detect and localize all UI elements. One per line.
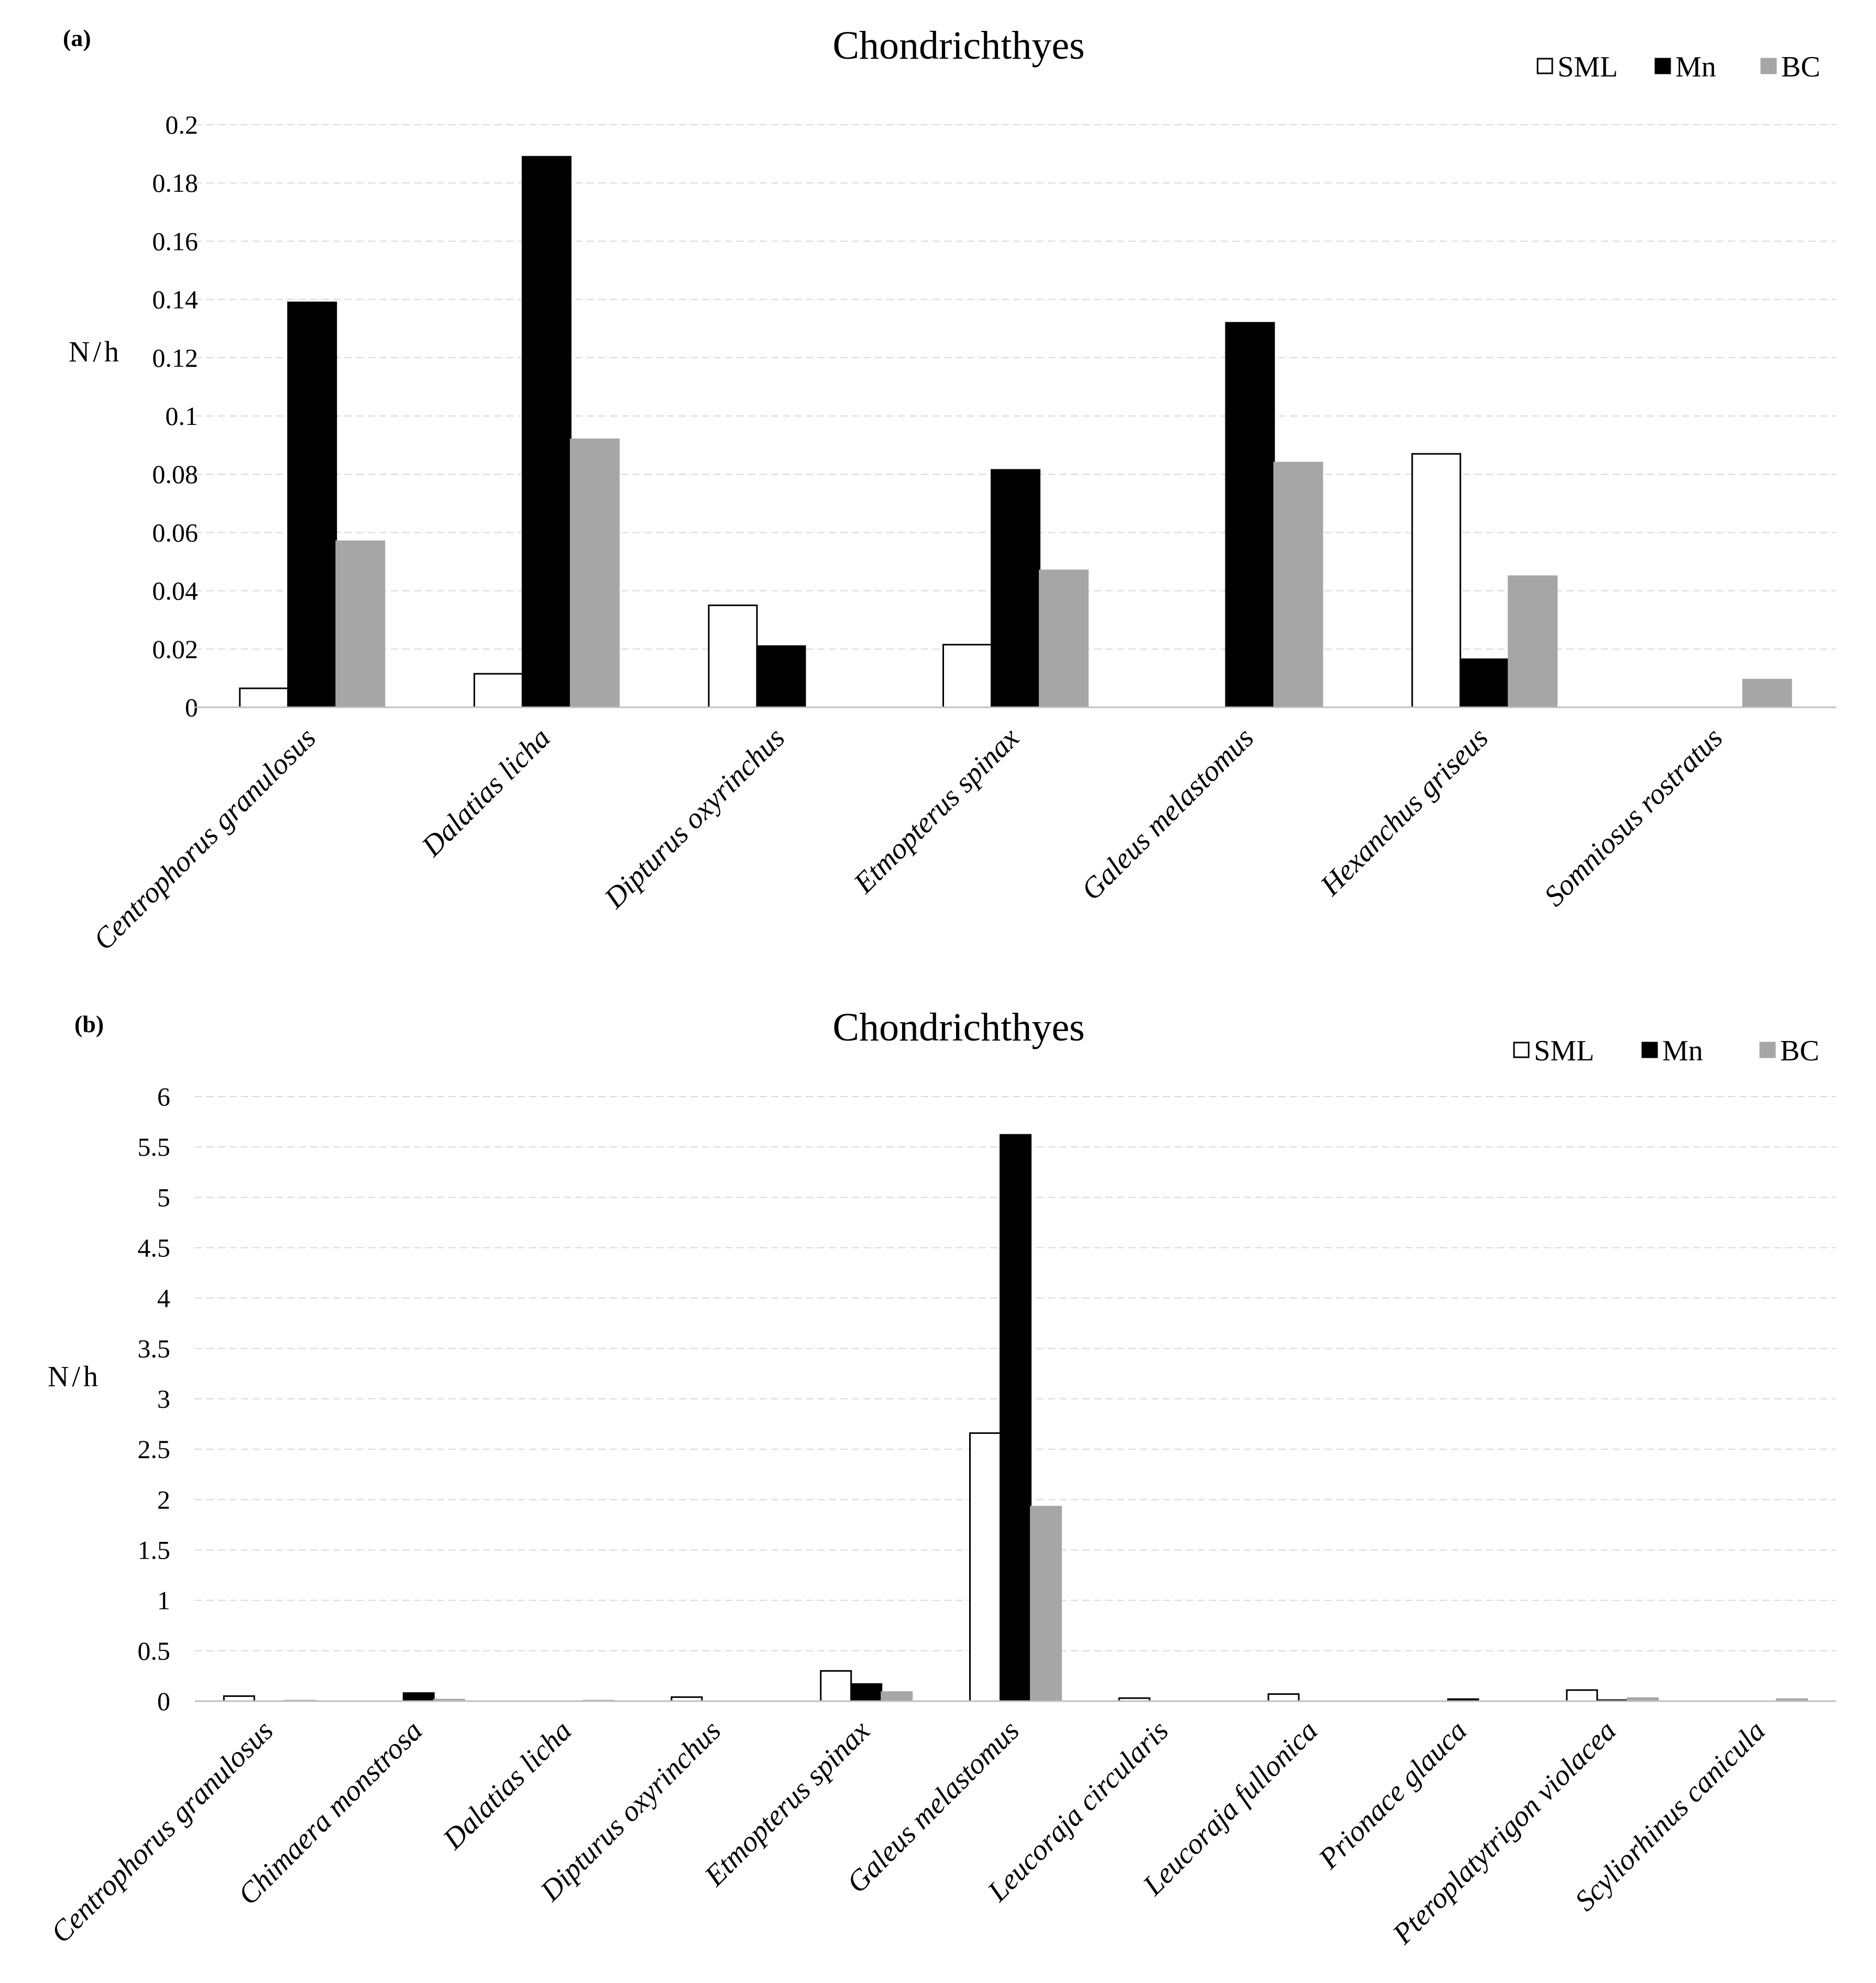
bar-sml bbox=[473, 673, 523, 708]
chart-title: Chondrichthyes bbox=[832, 24, 1084, 68]
category-label: Etmopterus spinax bbox=[698, 1714, 876, 1893]
category-label: Dalatias licha bbox=[415, 721, 557, 863]
y-tick-label: 0 bbox=[157, 1686, 170, 1716]
category-label: Prionace glauca bbox=[1312, 1714, 1473, 1875]
bar-mn bbox=[521, 156, 572, 708]
bar-bc bbox=[1273, 462, 1323, 708]
category-labels: Centrophorus granulosus Dalatias licha Dip… bbox=[87, 721, 1729, 956]
y-tick-label: 0.2 bbox=[166, 110, 199, 139]
legend-label: Mn bbox=[1662, 1035, 1703, 1067]
y-tick-label: 0.06 bbox=[152, 518, 199, 547]
bar-bc bbox=[569, 438, 620, 708]
y-tick-label: 6 bbox=[157, 1082, 170, 1111]
y-tick-label: 3 bbox=[157, 1384, 170, 1414]
legend-swatch bbox=[1513, 1042, 1530, 1058]
legend-swatch bbox=[1641, 1042, 1658, 1058]
bar-mn bbox=[402, 1692, 435, 1702]
legend-swatch bbox=[1537, 58, 1553, 74]
bar-bc bbox=[1039, 569, 1089, 708]
y-tick-label: 1 bbox=[157, 1586, 170, 1615]
bar-bc bbox=[1508, 575, 1558, 708]
legend-label: SML bbox=[1557, 51, 1618, 83]
chart-panel-a: (a) Chondrichthyes N/h 00.020.040.060.08… bbox=[63, 24, 1836, 957]
category-label: Dalatias licha bbox=[436, 1714, 578, 1856]
bar-bc bbox=[881, 1691, 913, 1702]
category-label: Galeus melastomus bbox=[1075, 721, 1260, 906]
y-axis-ticks: 00.020.040.060.080.10.120.140.160.180.2 bbox=[152, 110, 199, 722]
legend-label: Mn bbox=[1675, 51, 1716, 83]
y-axis-ticks: 0 0.5 1 1.5 2 2.5 3 3.5 4 4.5 5 5.5 6 bbox=[138, 1082, 171, 1716]
y-tick-label: 4.5 bbox=[138, 1233, 171, 1263]
legend-label: BC bbox=[1781, 51, 1820, 83]
bar-sml bbox=[1566, 1689, 1598, 1702]
bar-mn bbox=[1225, 322, 1275, 708]
category-label: Etmopterus spinax bbox=[847, 721, 1026, 900]
legend: SML Mn BC bbox=[1537, 51, 1820, 83]
y-tick-label: 0.14 bbox=[152, 285, 199, 314]
legend-swatch bbox=[1654, 58, 1671, 74]
y-tick-label: 0.18 bbox=[152, 168, 199, 198]
bar-bc bbox=[335, 540, 386, 708]
y-axis-label: N/h bbox=[69, 336, 122, 368]
bar-sml bbox=[1411, 453, 1462, 708]
y-tick-label: 0.04 bbox=[152, 576, 199, 606]
legend-label: SML bbox=[1534, 1035, 1594, 1067]
bar-sml bbox=[1267, 1693, 1300, 1702]
bar-sml bbox=[969, 1432, 1001, 1702]
bar-sml bbox=[820, 1670, 852, 1702]
y-tick-label: 5 bbox=[157, 1182, 170, 1212]
y-tick-label: 3.5 bbox=[138, 1334, 171, 1363]
panel-label: (a) bbox=[63, 25, 91, 51]
y-axis-label: N/h bbox=[48, 1361, 101, 1393]
category-label: Dipturus oxyrinchus bbox=[598, 721, 791, 915]
y-tick-label: 0.02 bbox=[152, 634, 199, 664]
y-tick-label: 5.5 bbox=[138, 1132, 171, 1162]
y-tick-label: 2.5 bbox=[138, 1434, 171, 1464]
bar-mn bbox=[756, 645, 806, 708]
bar-bc bbox=[1030, 1506, 1062, 1702]
bar-sml bbox=[942, 643, 992, 708]
chart-panel-b: (b) Chondrichthyes N/h 0 0.5 1 1.5 2 2.5 3 3.5 4… bbox=[45, 1005, 1836, 1951]
category-label: Somniosus rostratus bbox=[1538, 721, 1729, 913]
legend-swatch bbox=[1760, 58, 1777, 74]
bars bbox=[223, 1134, 1808, 1702]
category-label: Hexanchus griseus bbox=[1314, 721, 1495, 902]
y-tick-label: 0.5 bbox=[138, 1636, 171, 1666]
bar-mn bbox=[850, 1683, 883, 1702]
bar-mn bbox=[287, 301, 337, 708]
bars bbox=[239, 156, 1792, 708]
bar-mn bbox=[1000, 1134, 1032, 1702]
legend-swatch bbox=[1759, 1042, 1776, 1058]
legend-label: BC bbox=[1780, 1035, 1819, 1067]
category-label: Centrophorus granulosus bbox=[45, 1714, 279, 1949]
bar-sml bbox=[708, 604, 758, 708]
category-label: Centrophorus granulosus bbox=[87, 721, 322, 956]
y-tick-label: 0.12 bbox=[152, 343, 199, 373]
bar-mn bbox=[991, 469, 1040, 708]
y-tick-label: 0.08 bbox=[152, 459, 199, 489]
y-tick-label: 2 bbox=[157, 1485, 170, 1514]
y-tick-label: 0.1 bbox=[166, 401, 199, 431]
y-tick-label: 1.5 bbox=[138, 1536, 171, 1565]
chart-title: Chondrichthyes bbox=[832, 1005, 1084, 1049]
y-tick-label: 0.16 bbox=[152, 226, 199, 256]
panel-label: (b) bbox=[74, 1011, 104, 1037]
legend: SML Mn BC bbox=[1513, 1035, 1819, 1067]
y-tick-label: 4 bbox=[157, 1284, 170, 1313]
bar-sml bbox=[239, 687, 289, 708]
bar-mn bbox=[1460, 658, 1510, 708]
bar-bc bbox=[1742, 678, 1792, 708]
